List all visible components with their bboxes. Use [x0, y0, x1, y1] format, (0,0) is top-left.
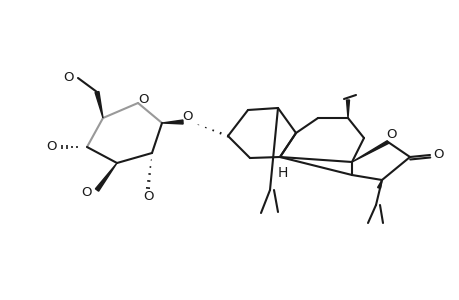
Text: O: O — [139, 92, 149, 106]
Text: O: O — [386, 128, 397, 140]
Text: H: H — [277, 166, 287, 180]
Polygon shape — [351, 141, 388, 162]
Text: O: O — [182, 110, 193, 122]
Text: O: O — [82, 185, 92, 199]
Text: O: O — [433, 148, 443, 161]
Polygon shape — [95, 163, 117, 191]
Polygon shape — [377, 180, 381, 188]
Polygon shape — [346, 100, 349, 118]
Polygon shape — [162, 120, 183, 124]
Text: O: O — [47, 140, 57, 154]
Text: O: O — [64, 70, 74, 83]
Polygon shape — [95, 92, 103, 118]
Text: O: O — [143, 190, 154, 203]
